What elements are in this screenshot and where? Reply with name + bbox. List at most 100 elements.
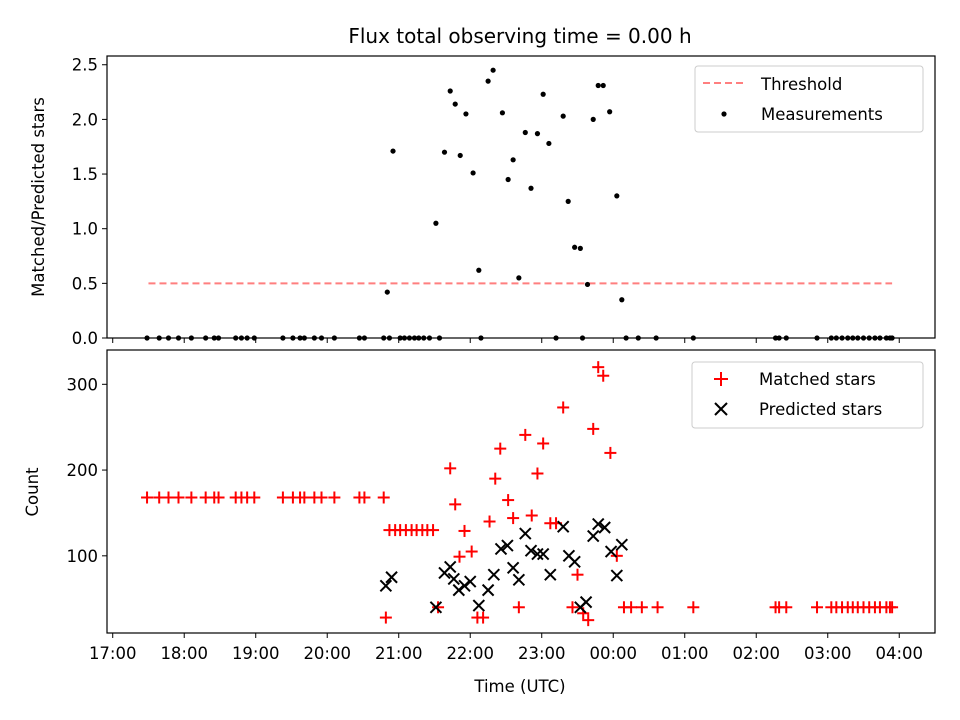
bottom-x-tick-label: 04:00 <box>875 644 923 663</box>
predicted-star-marker <box>536 547 550 561</box>
measurement-point <box>584 281 591 288</box>
measurement-point <box>653 335 659 341</box>
bottom-x-tick-label: 00:00 <box>589 644 637 663</box>
matched-stars-points <box>141 361 899 627</box>
measurement-point <box>860 335 867 341</box>
predicted-marker-stroke <box>444 560 457 574</box>
bottom-x-tick-label: 23:00 <box>518 644 566 663</box>
measurement-point <box>478 335 484 341</box>
predicted-marker-stroke <box>568 555 581 569</box>
predicted-star-marker <box>598 521 611 534</box>
measurement-point <box>877 335 883 341</box>
measurement-point <box>238 335 245 341</box>
predicted-star-marker <box>531 547 544 561</box>
matched-star-marker <box>489 472 502 485</box>
top-y-tick-label: 0.0 <box>72 329 98 348</box>
measurement-point <box>833 335 839 341</box>
bottom-legend[interactable]: Matched stars Predicted stars <box>691 361 924 429</box>
measurement-point <box>590 116 596 122</box>
matched-star-marker <box>465 545 478 558</box>
measurement-point <box>522 129 528 136</box>
top-legend-box <box>694 65 924 133</box>
top-y-tick-label: 2.0 <box>72 110 98 129</box>
matched-star-marker <box>358 491 371 504</box>
matched-star-marker <box>651 601 664 614</box>
matched-star-marker <box>587 422 600 435</box>
predicted-star-marker <box>385 571 398 584</box>
matched-star-marker <box>592 361 605 374</box>
predicted-marker-stroke <box>519 527 532 540</box>
predicted-marker-stroke <box>604 545 618 558</box>
matched-star-marker <box>507 512 520 525</box>
predicted-marker-stroke <box>592 517 605 531</box>
predicted-star-marker <box>524 544 538 557</box>
measurement-point <box>401 335 408 341</box>
bottom-x-tick-label: 21:00 <box>375 644 423 663</box>
measurement-point <box>872 335 878 341</box>
predicted-star-marker <box>481 583 495 597</box>
predicted-star-marker <box>494 542 508 556</box>
matched-star-marker <box>811 601 824 614</box>
bottom-x-tick-label: 02:00 <box>732 644 780 663</box>
measurement-point <box>839 335 845 341</box>
predicted-star-marker <box>487 568 501 581</box>
matched-legend-swatch <box>714 372 728 386</box>
matched-star-marker <box>780 601 793 614</box>
predicted-marker-stroke <box>506 561 520 575</box>
predicted-marker-stroke <box>544 568 557 581</box>
matched-star-marker <box>531 467 544 480</box>
predicted-marker-stroke <box>598 521 611 534</box>
predicted-marker-stroke <box>481 583 495 597</box>
matched-star-marker <box>610 549 623 562</box>
measurement-point <box>614 193 620 199</box>
measurement-point <box>215 335 222 341</box>
measurement-point <box>421 335 427 341</box>
predicted-star-marker <box>610 569 624 582</box>
measurement-point <box>411 335 418 341</box>
top-x-ticks <box>112 338 900 343</box>
measurement-point <box>505 176 511 183</box>
matched-star-marker <box>886 601 899 614</box>
bottom-y-ticks: 100 200 300 <box>67 375 107 566</box>
predicted-star-marker <box>568 555 581 569</box>
predicted-star-marker <box>579 595 593 609</box>
predicted-star-marker <box>519 527 532 540</box>
measurement-point <box>490 67 496 73</box>
matched-star-marker <box>566 601 579 614</box>
measurement-point <box>828 335 834 341</box>
matched-star-marker <box>635 601 648 614</box>
bottom-y-tick-label: 300 <box>67 375 99 394</box>
measurement-point <box>814 335 820 341</box>
matched-star-marker <box>212 491 225 504</box>
top-y-axis-label: Matched/Predicted stars <box>29 97 48 297</box>
predicted-marker-stroke <box>536 547 550 561</box>
matched-star-marker <box>519 428 532 441</box>
measurement-point <box>447 88 453 94</box>
predicted-star-marker <box>472 599 486 612</box>
predicted-stars-points <box>379 517 629 614</box>
measurement-point <box>188 335 194 341</box>
chart-title: Flux total observing time = 0.00 h <box>348 24 691 48</box>
bottom-x-tick-label: 03:00 <box>804 644 852 663</box>
measurement-point <box>144 335 150 341</box>
matched-legend-label: Matched stars <box>759 370 876 389</box>
matched-star-marker <box>427 524 440 537</box>
measurement-point <box>553 335 559 341</box>
measurement-point <box>463 111 469 117</box>
measurement-point <box>883 335 889 341</box>
predicted-star-marker <box>429 601 443 614</box>
predicted-marker-stroke <box>458 579 471 593</box>
matched-star-marker <box>328 491 341 504</box>
top-legend[interactable]: Threshold Measurements <box>694 65 924 133</box>
matched-star-marker <box>162 491 175 504</box>
bottom-x-tick-label: 17:00 <box>89 644 137 663</box>
measurement-point <box>510 157 516 163</box>
bottom-panel: 100 200 300 17:00 18:00 19:00 20:00 21:00 22:00… <box>23 349 936 696</box>
measurement-point <box>426 335 433 341</box>
measurement-point <box>772 335 779 341</box>
matched-star-marker <box>582 614 595 627</box>
predicted-star-marker <box>512 573 526 587</box>
matched-star-marker <box>494 442 507 455</box>
top-y-tick-label: 1.5 <box>72 165 98 184</box>
